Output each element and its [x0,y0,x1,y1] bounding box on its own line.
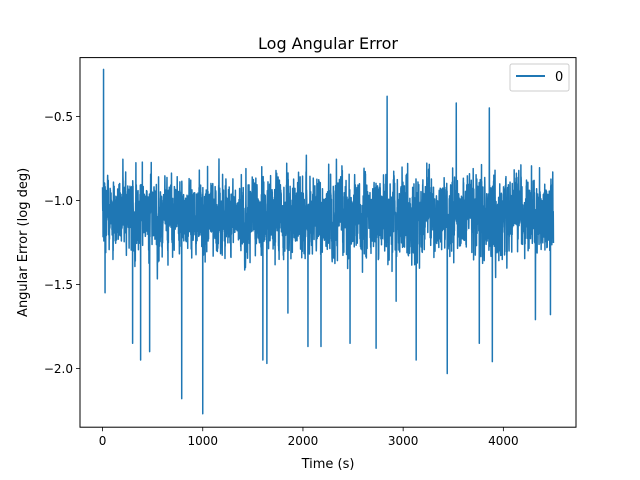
x-axis-label: Time (s) [301,457,355,472]
y-tick-label: −1.0 [44,194,73,208]
x-tick-label: 3000 [388,434,419,448]
chart-title: Log Angular Error [258,34,398,53]
series-line-0 [101,68,555,415]
legend: 0 [509,63,570,92]
y-axis: −2.0 −1.5 −1.0 −0.5 [44,110,80,376]
x-tick-label: 1000 [187,434,218,448]
legend-box [509,63,570,92]
x-tick-label: 0 [99,434,107,448]
series-layer [101,68,555,415]
x-tick-label: 2000 [288,434,319,448]
y-tick-label: −1.5 [44,278,73,292]
legend-entry-label: 0 [555,70,563,85]
axes-frame [79,57,577,428]
y-axis-label: Angular Error (log deg) [16,168,31,317]
x-axis: 0 1000 2000 3000 4000 [99,427,519,448]
y-tick-label: −2.0 [44,362,73,376]
y-tick-label: −0.5 [44,110,73,124]
x-tick-label: 4000 [488,434,519,448]
